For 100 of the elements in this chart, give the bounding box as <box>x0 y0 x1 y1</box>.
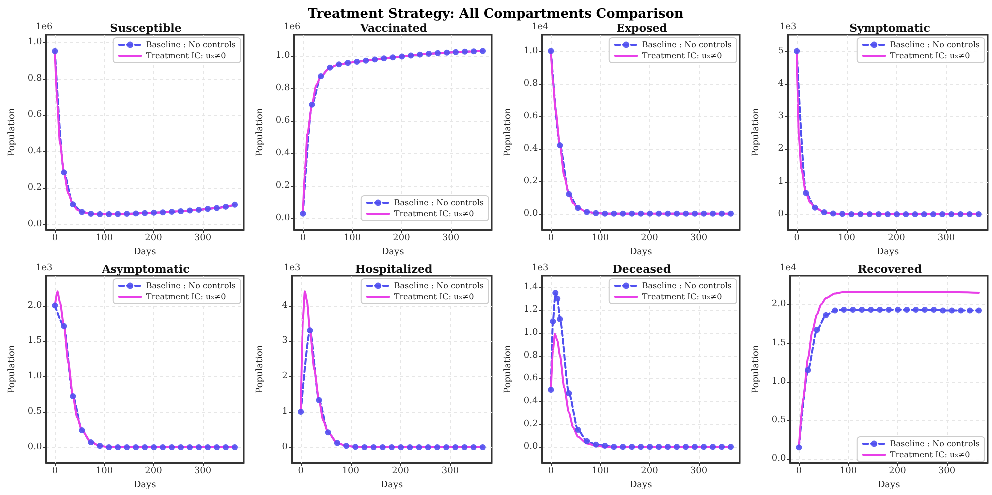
point <box>124 444 130 451</box>
y-tick-label: 3 <box>282 336 288 346</box>
x-tick-label: 100 <box>96 234 114 244</box>
y-tick-label: 0 <box>282 442 288 453</box>
text: 1e3 <box>36 264 54 274</box>
x-tick-label: 0 <box>298 466 304 477</box>
x-tick-label: 100 <box>592 466 610 477</box>
legend-label: Treatment IC: u₃≠0 <box>890 450 970 460</box>
y-tick-label: 1.0 <box>524 328 538 338</box>
point <box>552 290 559 296</box>
x-tick-label: 200 <box>392 466 410 477</box>
point <box>548 387 554 394</box>
point <box>205 444 212 451</box>
point <box>416 444 422 451</box>
point <box>656 210 662 217</box>
point <box>674 210 680 217</box>
chart-title: Exposed <box>616 22 668 35</box>
y-tick-label: 0.0 <box>524 208 538 219</box>
x-axis-title: Days <box>380 480 404 490</box>
point <box>848 211 855 218</box>
point <box>79 428 86 434</box>
y-tick-label: 1.5 <box>28 336 42 346</box>
point <box>462 48 468 55</box>
y-axis-title: Population <box>752 108 762 157</box>
y-tick-label: 1.0 <box>772 376 786 387</box>
y-tick-label: 4 <box>778 78 784 89</box>
y-axis-title: Population <box>8 345 18 394</box>
point <box>958 308 964 314</box>
point <box>859 307 866 314</box>
x-tick-label: 100 <box>838 234 856 244</box>
text: 1e6 <box>36 22 54 32</box>
point <box>70 202 76 208</box>
point <box>967 308 974 314</box>
point <box>894 211 900 218</box>
point <box>354 58 360 65</box>
y-tick-label: 0.6 <box>524 111 538 122</box>
x-tick-label: 300 <box>442 466 460 477</box>
y-tick-label: 0.2 <box>524 419 538 430</box>
point <box>629 444 636 450</box>
point <box>444 50 450 56</box>
y-tick-label: 0.8 <box>28 74 42 84</box>
point <box>398 444 404 451</box>
legend-label: Baseline : No controls <box>146 282 236 290</box>
y-tick-label: 0.6 <box>28 110 42 120</box>
y-axis-title: Population <box>8 108 18 157</box>
legend-label: Baseline : No controls <box>394 282 484 290</box>
point <box>692 210 698 217</box>
y-tick-label: 0.6 <box>524 374 538 384</box>
legend-label: Treatment IC: u₃≠0 <box>146 292 226 302</box>
y-axis-title: Population <box>504 345 514 394</box>
y-tick-label: 1.5 <box>772 338 786 348</box>
chart-title: Vaccinated <box>359 22 428 35</box>
text: 1e3 <box>284 264 302 274</box>
legend-label: Treatment IC: u₃≠0 <box>146 52 226 60</box>
point <box>178 208 184 214</box>
point <box>602 442 608 449</box>
point <box>381 56 388 62</box>
point <box>620 444 626 450</box>
legend-label: Baseline : No controls <box>890 440 980 448</box>
legend-label: Baseline : No controls <box>890 40 980 50</box>
point <box>647 210 654 217</box>
point <box>921 211 928 218</box>
point <box>307 328 314 334</box>
point <box>966 211 973 218</box>
point <box>106 211 112 218</box>
point <box>370 444 377 451</box>
point <box>160 210 166 216</box>
y-tick-label: 1.0 <box>276 51 290 62</box>
legend-label: Treatment IC: u₃≠0 <box>394 210 474 218</box>
x-tick-label: 100 <box>592 234 610 244</box>
point <box>178 444 184 451</box>
point <box>656 444 662 450</box>
point <box>701 210 708 217</box>
x-tick-label: 300 <box>194 234 212 244</box>
point <box>480 48 486 54</box>
legend-label: Baseline : No controls <box>394 198 484 208</box>
point <box>88 440 94 446</box>
point <box>344 443 350 450</box>
point <box>309 102 316 108</box>
point <box>336 62 342 68</box>
point <box>550 318 556 325</box>
point <box>584 209 590 216</box>
y-axis-title: Population <box>256 345 266 394</box>
point <box>719 444 726 450</box>
point <box>151 210 158 216</box>
point <box>380 444 386 451</box>
x-tick-label: 0 <box>52 466 58 477</box>
y-tick-label: 0.6 <box>276 116 290 126</box>
point <box>566 191 572 198</box>
point <box>232 202 238 208</box>
point <box>885 211 891 218</box>
point <box>408 52 414 59</box>
point <box>300 210 306 217</box>
point <box>823 312 830 318</box>
legend-label: Treatment IC: u₃≠0 <box>394 292 474 302</box>
point <box>904 307 910 314</box>
legend-label: Baseline : No controls <box>146 40 236 50</box>
point <box>877 307 884 314</box>
y-tick-label: 2 <box>778 144 784 154</box>
point <box>719 210 726 217</box>
